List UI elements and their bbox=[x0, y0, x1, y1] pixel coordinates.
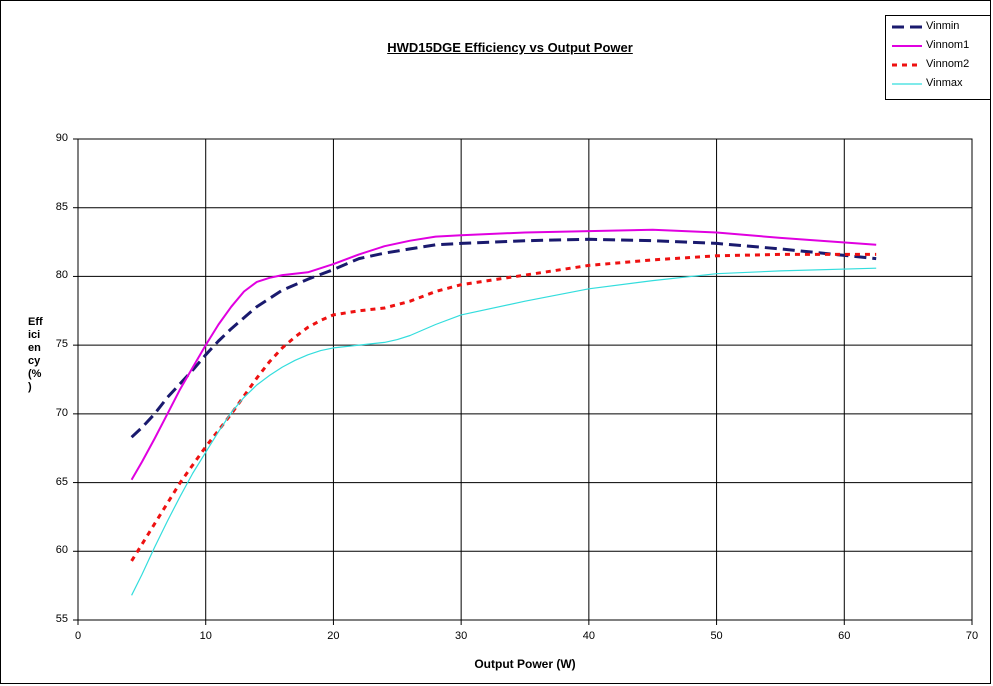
x-axis-label: Output Power (W) bbox=[474, 657, 576, 671]
legend-swatch bbox=[892, 45, 922, 47]
legend-item-vinnom1: Vinnom1 bbox=[892, 38, 992, 56]
y-tick-label: 80 bbox=[55, 269, 68, 282]
legend-swatch bbox=[892, 25, 922, 29]
legend-label: Vinmax bbox=[926, 77, 963, 89]
x-tick-label: 30 bbox=[455, 630, 468, 642]
x-tick-label: 60 bbox=[838, 630, 851, 642]
chart-title: HWD15DGE Efficiency vs Output Power bbox=[387, 40, 633, 55]
x-tick-label: 20 bbox=[327, 630, 340, 642]
y-tick-label: 75 bbox=[55, 338, 68, 351]
legend-label: Vinnom2 bbox=[926, 58, 970, 70]
y-tick-label: 55 bbox=[55, 613, 68, 625]
series-lines bbox=[130, 228, 877, 596]
legend-item-vinmax: Vinmax bbox=[892, 76, 992, 94]
axes bbox=[73, 138, 973, 625]
legend-label: Vinnom1 bbox=[926, 39, 970, 51]
y-tick-label: 65 bbox=[55, 475, 68, 488]
x-tick-label: 70 bbox=[965, 630, 979, 642]
y-tick-label: 85 bbox=[55, 200, 68, 213]
series-line-vinmin bbox=[130, 237, 877, 439]
x-tick-label: 50 bbox=[710, 630, 723, 642]
legend-item-vinnom2: Vinnom2 bbox=[892, 57, 992, 75]
legend-item-vinmin: Vinmin bbox=[892, 19, 992, 37]
y-tick-label: 90 bbox=[55, 132, 68, 144]
x-tick-label: 0 bbox=[74, 630, 82, 642]
legend-swatch bbox=[892, 83, 922, 85]
x-tick-label: 40 bbox=[582, 630, 595, 642]
legend-swatch bbox=[892, 63, 922, 67]
series-line-vinnom2 bbox=[130, 252, 877, 562]
plot-border bbox=[77, 138, 973, 621]
series-line-vinnom1 bbox=[130, 228, 877, 481]
gridlines bbox=[78, 139, 972, 620]
y-tick-label: 60 bbox=[55, 544, 68, 557]
x-tick-label: 10 bbox=[199, 630, 212, 642]
y-tick-label: 70 bbox=[55, 406, 68, 419]
legend: Vinmin Vinnom1 Vinnom2 Vinmax bbox=[885, 15, 991, 100]
legend-label: Vinmin bbox=[926, 20, 960, 32]
y-axis-label: Eff ici en cy (% ) bbox=[28, 316, 43, 393]
series-line-vinmax bbox=[131, 267, 877, 596]
